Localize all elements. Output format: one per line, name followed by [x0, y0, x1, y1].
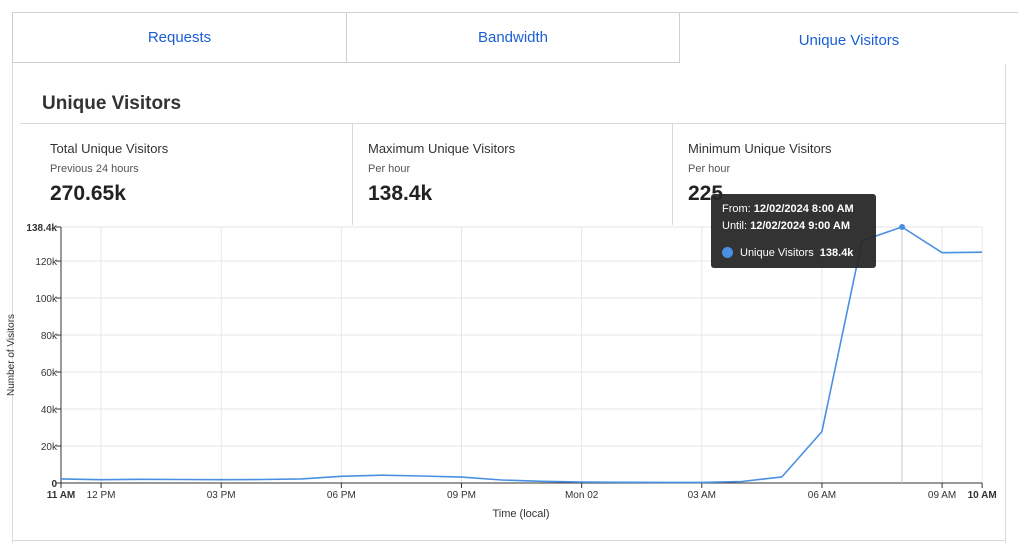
stat-value: 270.65k — [50, 182, 126, 205]
x-tick-label: 06 PM — [327, 490, 356, 501]
x-tick-label: 03 AM — [688, 490, 716, 501]
tooltip-until-label: Until: — [722, 220, 748, 232]
y-tick-label: 138.4k — [26, 223, 57, 234]
stat-max-unique-visitors: Maximum Unique Visitors Per hour 138.4k — [353, 124, 673, 225]
tab-unique-visitors[interactable]: Unique Visitors — [680, 12, 1018, 64]
y-tick-label: 120k — [35, 257, 58, 268]
tab-requests[interactable]: Requests — [12, 12, 346, 63]
stat-label: Maximum Unique Visitors — [368, 141, 516, 156]
tab-bar: Requests Bandwidth Unique Visitors — [12, 12, 1018, 64]
y-tick-label: 100k — [35, 294, 58, 305]
highlighted-data-point[interactable] — [899, 224, 906, 230]
stat-label: Total Unique Visitors — [50, 141, 169, 156]
x-tick-label: 03 PM — [207, 490, 236, 501]
x-axis-label: Time (local) — [492, 508, 549, 520]
series-unique-visitors[interactable] — [60, 224, 983, 484]
y-tick-label: 40k — [41, 405, 58, 416]
stat-label: Minimum Unique Visitors — [688, 141, 832, 156]
bottom-divider — [12, 540, 1006, 541]
tooltip-series-row: Unique Visitors 138.4k — [722, 244, 866, 261]
y-axis-label: Number of Visitors — [6, 314, 17, 396]
series-dot-icon — [722, 247, 733, 258]
panel-frame — [12, 12, 1006, 543]
y-tick-label: 60k — [41, 368, 58, 379]
y-tick-label: 20k — [41, 442, 58, 453]
stat-sub: Per hour — [368, 163, 411, 175]
tooltip-from-label: From: — [722, 203, 751, 215]
tooltip-series-value: 138.4k — [819, 246, 854, 259]
x-tick-label: 09 PM — [447, 490, 476, 501]
tooltip-from-value: 12/02/2024 8:00 AM — [753, 203, 854, 215]
stat-total-unique-visitors: Total Unique Visitors Previous 24 hours … — [20, 124, 353, 225]
chart-tooltip: From: 12/02/2024 8:00 AM Until: 12/02/20… — [711, 194, 876, 268]
series-line-unique-visitors[interactable] — [60, 226, 983, 484]
tooltip-until-row: Until: 12/02/2024 9:00 AM — [722, 220, 866, 237]
x-tick-label: 10 AM — [968, 490, 997, 501]
chart-axes — [60, 227, 982, 484]
stat-sub: Per hour — [688, 163, 731, 175]
y-tick-label: 0 — [51, 479, 57, 490]
section-title: Unique Visitors — [42, 93, 182, 114]
stat-sub: Previous 24 hours — [50, 163, 139, 175]
stat-value: 138.4k — [368, 182, 433, 205]
stats-row: Total Unique Visitors Previous 24 hours … — [20, 123, 1006, 225]
y-tick-label: 80k — [41, 331, 58, 342]
x-axis-ticks: 11 AM 12 PM 03 PM 06 PM 09 PM Mon 02 03 AM 06 A… — [47, 483, 997, 501]
x-tick-label: Mon 02 — [565, 490, 599, 501]
tab-bandwidth[interactable]: Bandwidth — [346, 12, 680, 63]
x-tick-label: 12 PM — [87, 490, 116, 501]
tooltip-from-row: From: 12/02/2024 8:00 AM — [722, 203, 866, 220]
x-tick-label: 11 AM — [47, 490, 76, 501]
x-tick-label: 06 AM — [808, 490, 836, 501]
x-tick-label: 09 AM — [928, 490, 956, 501]
y-axis-ticks: 0 20k 40k 60k 80k 100k 120k 138.4k — [26, 223, 61, 490]
tooltip-until-value: 12/02/2024 9:00 AM — [750, 220, 851, 232]
tooltip-series-name: Unique Visitors — [740, 246, 814, 259]
